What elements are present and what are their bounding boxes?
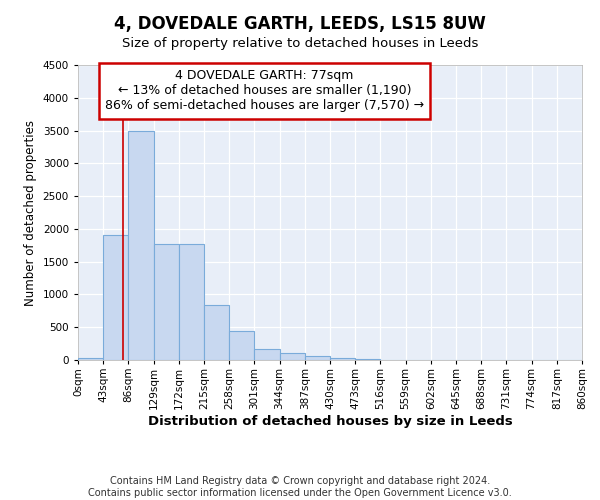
Text: 4 DOVEDALE GARTH: 77sqm
← 13% of detached houses are smaller (1,190)
86% of semi: 4 DOVEDALE GARTH: 77sqm ← 13% of detache… xyxy=(105,70,424,112)
Bar xyxy=(229,331,254,360)
Bar xyxy=(280,354,305,360)
Text: 4, DOVEDALE GARTH, LEEDS, LS15 8UW: 4, DOVEDALE GARTH, LEEDS, LS15 8UW xyxy=(114,15,486,33)
Bar xyxy=(254,349,280,360)
Bar xyxy=(128,130,154,360)
X-axis label: Distribution of detached houses by size in Leeds: Distribution of detached houses by size … xyxy=(148,414,512,428)
Bar xyxy=(154,244,179,360)
Bar xyxy=(330,358,355,360)
Bar xyxy=(305,356,330,360)
Text: Contains HM Land Registry data © Crown copyright and database right 2024.
Contai: Contains HM Land Registry data © Crown c… xyxy=(88,476,512,498)
Bar xyxy=(78,358,103,360)
Bar xyxy=(179,244,204,360)
Bar xyxy=(355,358,380,360)
Text: Size of property relative to detached houses in Leeds: Size of property relative to detached ho… xyxy=(122,38,478,51)
Bar xyxy=(204,305,229,360)
Y-axis label: Number of detached properties: Number of detached properties xyxy=(24,120,37,306)
Bar xyxy=(103,236,128,360)
